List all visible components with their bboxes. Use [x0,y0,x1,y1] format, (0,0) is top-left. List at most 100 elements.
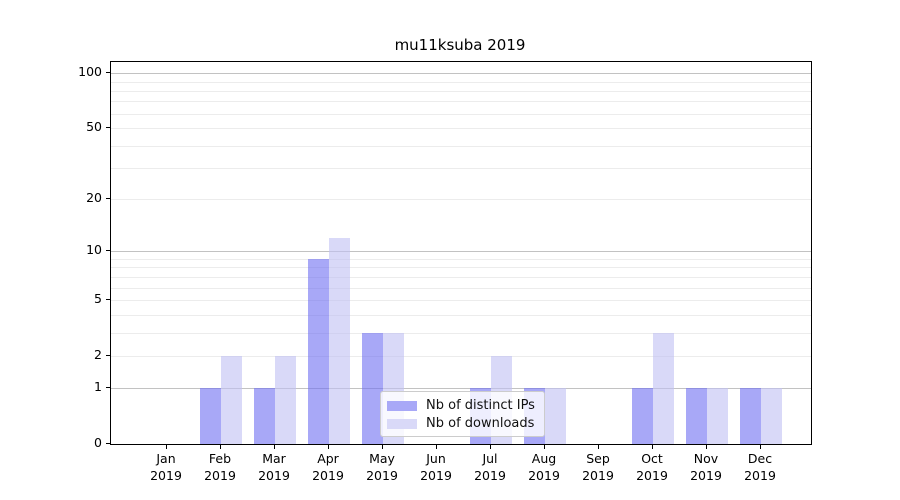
y-gridline-9 [111,259,811,260]
y-tick-0 [106,443,110,444]
x-tick-label-month: Mar [262,451,286,466]
x-tick-label-may: May 2019 [350,450,414,484]
x-tick-label-month: Jul [482,451,498,466]
x-tick-nov [706,445,707,449]
x-tick-label-year: 2019 [690,468,722,483]
x-tick-jan [166,445,167,449]
bar-distinct-ips-mar [254,388,275,444]
y-gridline-60 [111,113,811,115]
y-tick-2 [106,354,110,356]
legend-swatch-distinct-ips [387,401,417,411]
y-gridline-4 [111,314,811,316]
y-tick-label-5: 5 [94,291,102,306]
x-tick-label-month: Sep [586,451,610,466]
x-tick-label-month: May [369,451,395,466]
y-gridline-1 [111,388,811,390]
x-tick-label-year: 2019 [582,468,614,483]
x-tick-jun [436,445,437,449]
y-tick-label-100: 100 [78,64,102,80]
plot-area [110,61,812,445]
bar-distinct-ips-nov [686,388,707,444]
x-tick-label-jan: Jan 2019 [134,450,198,484]
legend-label-distinct-ips: Nb of distinct IPs [426,398,535,413]
x-tick-label-sep: Sep 2019 [566,450,630,484]
y-tick-label-50: 50 [86,119,102,134]
y-gridline-50 [111,128,811,129]
y-tick-label-2: 2 [94,346,102,362]
x-tick-label-month: Aug [531,451,557,466]
y-tick-20 [106,198,110,200]
x-tick-feb [220,445,221,449]
y-gridline-3 [111,332,811,334]
x-tick-label-aug: Aug 2019 [512,450,576,484]
y-tick-100 [106,72,110,74]
x-tick-label-year: 2019 [366,468,398,483]
y-tick-5 [106,299,110,300]
bar-distinct-ips-dec [740,388,761,444]
y-gridline-2 [111,355,811,357]
x-tick-jul [490,445,491,449]
x-tick-label-year: 2019 [636,468,668,483]
x-tick-label-oct: Oct 2019 [620,450,684,484]
bar-downloads-apr [329,237,350,444]
y-tick-label-20: 20 [86,190,102,206]
x-tick-label-year: 2019 [312,468,344,483]
chart-title: mu11ksuba 2019 [394,36,526,54]
y-gridline-90 [111,81,811,83]
y-tick-label-1: 1 [94,379,102,395]
x-tick-label-year: 2019 [150,468,182,483]
y-gridline-40 [111,145,811,147]
bar-downloads-aug [545,388,566,444]
x-tick-may [382,445,383,449]
y-gridline-30 [111,168,811,169]
x-tick-label-nov: Nov 2019 [674,450,738,484]
y-gridline-10 [111,251,811,253]
y-tick-1 [106,387,110,389]
x-tick-label-year: 2019 [528,468,560,483]
x-tick-sep [598,445,599,449]
x-tick-aug [544,445,545,449]
bar-distinct-ips-feb [200,388,221,444]
bar-downloads-nov [707,388,728,444]
x-tick-label-year: 2019 [420,468,452,483]
x-tick-label-dec: Dec 2019 [728,450,792,484]
bar-distinct-ips-may [362,332,383,444]
x-tick-label-year: 2019 [258,468,290,483]
x-tick-label-month: Nov [693,451,719,466]
y-gridline-70 [111,101,811,103]
legend-label-downloads: Nb of downloads [426,416,535,431]
bar-downloads-dec [761,388,782,444]
y-gridline-6 [111,287,811,289]
x-tick-label-month: Oct [641,451,663,466]
x-tick-label-month: Feb [208,451,232,466]
legend: Nb of distinct IPs Nb of downloads [380,391,545,437]
bar-distinct-ips-apr [308,259,329,444]
bar-downloads-mar [275,355,296,444]
x-tick-label-feb: Feb 2019 [188,450,252,484]
x-tick-label-year: 2019 [204,468,236,483]
bar-downloads-feb [221,355,242,444]
y-gridline-5 [111,300,811,301]
y-gridline-8 [111,267,811,269]
x-tick-label-month: Jan [156,451,176,466]
x-tick-label-apr: Apr 2019 [296,450,360,484]
y-tick-label-0: 0 [94,435,102,450]
y-gridline-100 [111,73,811,75]
x-tick-label-jun: Jun 2019 [404,450,468,484]
bar-downloads-oct [653,332,674,444]
y-gridline-80 [111,90,811,92]
legend-swatch-downloads [387,419,417,429]
x-tick-label-month: Jun [426,451,446,466]
y-tick-10 [106,250,110,252]
y-gridline-7 [111,276,811,278]
x-tick-label-year: 2019 [474,468,506,483]
x-tick-oct [652,445,653,449]
x-tick-apr [328,445,329,449]
x-tick-mar [274,445,275,449]
y-gridline-20 [111,199,811,201]
x-tick-label-month: Apr [317,451,339,466]
legend-item-downloads: Nb of downloads [387,415,538,433]
x-tick-dec [760,445,761,449]
y-tick-label-10: 10 [86,242,102,258]
